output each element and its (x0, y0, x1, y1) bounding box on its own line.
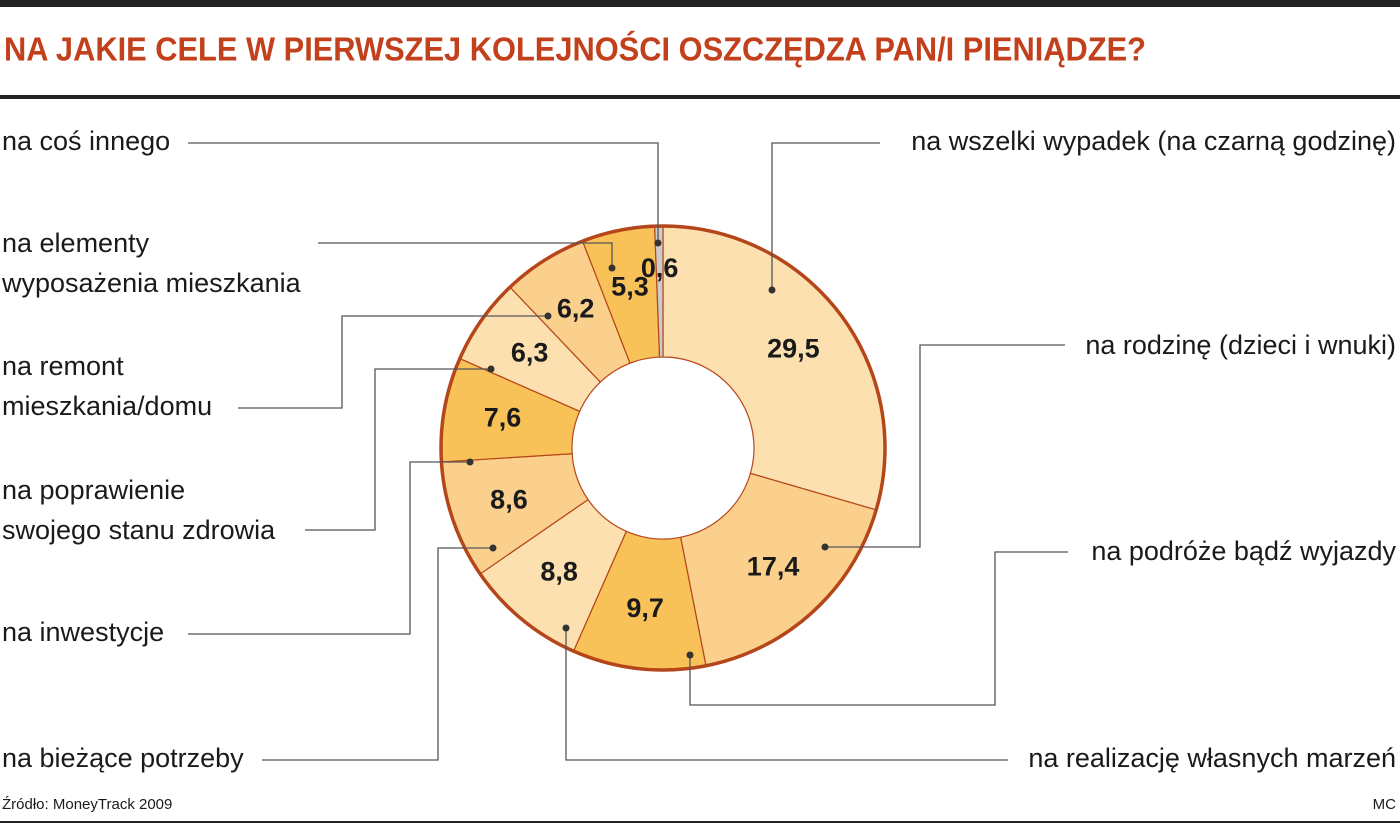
category-label: na poprawienie swojego stanu zdrowia (2, 475, 276, 545)
chart-title: NA JAKIE CELE W PIERWSZEJ KOLEJNOŚCI OSZ… (4, 31, 1146, 68)
credit: MC (1373, 796, 1396, 813)
value-label: 9,7 (626, 593, 664, 623)
category-label: na coś innego (2, 126, 170, 156)
value-label: 29,5 (767, 333, 820, 363)
category-label: na elementy wyposażenia mieszkania (1, 228, 302, 298)
leader-dots (466, 239, 829, 659)
value-label: 8,6 (490, 484, 528, 514)
value-label: 5,3 (611, 272, 649, 302)
value-label: 6,2 (557, 293, 595, 323)
category-label: na wszelki wypadek (na czarną godzinę) (911, 126, 1396, 156)
category-label: na realizację własnych marzeń (1028, 743, 1396, 773)
value-label: 6,3 (511, 337, 549, 367)
value-label: 0,6 (641, 253, 679, 283)
donut-segment (662, 225, 886, 511)
category-label: na podróże bądź wyjazdy (1091, 536, 1396, 566)
category-label: na rodzinę (dzieci i wnuki) (1085, 330, 1396, 360)
source: Źródło: MoneyTrack 2009 (2, 796, 172, 813)
value-label: 8,8 (540, 557, 578, 587)
category-label: na bieżące potrzeby (2, 743, 244, 773)
leader-lines (188, 142, 1068, 761)
value-label: 17,4 (747, 551, 800, 581)
donut-outline (439, 224, 887, 672)
category-label: na remont mieszkania/domu (2, 351, 212, 421)
value-label: 7,6 (484, 403, 522, 433)
bottom-rule (0, 821, 1400, 823)
title-rule (0, 95, 1400, 99)
category-label: na inwestycje (2, 617, 164, 647)
top-bar (0, 0, 1400, 7)
